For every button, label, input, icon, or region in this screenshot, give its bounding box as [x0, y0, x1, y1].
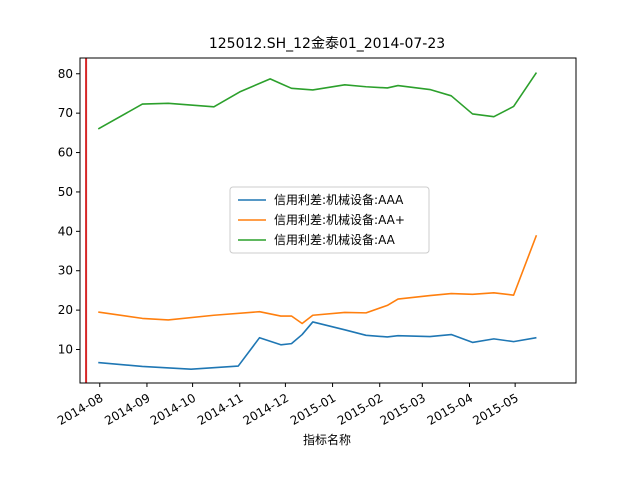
- legend-label-0: 信用利差:机械设备:AAA: [274, 192, 404, 207]
- x-tick-label: 2015-03: [378, 391, 428, 428]
- series-line-1: [98, 234, 538, 325]
- y-tick-label: 60: [58, 146, 73, 160]
- chart-title: 125012.SH_12金泰01_2014-07-23: [209, 36, 445, 52]
- legend-label-2: 信用利差:机械设备:AA: [274, 232, 396, 247]
- x-tick-label: 2014-08: [55, 391, 105, 428]
- x-axis-label: 指标名称: [303, 432, 351, 447]
- x-tick-label: 2015-05: [470, 391, 520, 428]
- x-tick-label: 2014-11: [195, 391, 245, 428]
- legend-label-1: 信用利差:机械设备:AA+: [274, 212, 405, 227]
- x-tick-label: 2014-09: [102, 391, 152, 428]
- y-tick-label: 80: [58, 67, 73, 81]
- x-tick-label: 2015-01: [288, 391, 338, 428]
- legend-box: [229, 186, 430, 254]
- y-tick-label: 30: [58, 264, 73, 278]
- axes-frame: [79, 57, 577, 384]
- x-tick-label: 2014-10: [148, 391, 198, 428]
- y-tick-label: 20: [58, 303, 73, 317]
- legend: 信用利差:机械设备:AAA 信用利差:机械设备:AA+ 信用利差:机械设备:AA: [229, 186, 430, 254]
- x-tick-label: 2015-04: [425, 391, 475, 428]
- y-tick-label: 10: [58, 343, 73, 357]
- y-tick-label: 50: [58, 185, 73, 199]
- x-tick-label: 2015-02: [335, 391, 385, 428]
- series-lines: [97, 72, 538, 371]
- x-tick-label: 2014-12: [241, 391, 291, 428]
- y-tick-label: 70: [58, 106, 73, 120]
- series-line-0: [98, 321, 537, 371]
- y-tick-label: 40: [58, 224, 73, 238]
- series-line-2: [97, 72, 538, 130]
